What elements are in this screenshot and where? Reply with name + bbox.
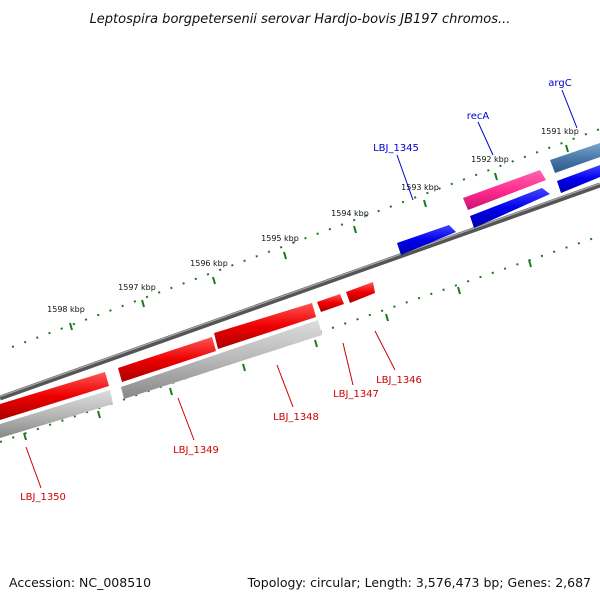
gene-LBJ-1348-top[interactable] bbox=[214, 303, 316, 349]
inner-major-ticks bbox=[23, 259, 532, 441]
outer-major-ticks bbox=[69, 144, 569, 331]
gene-label-LBJ-1348[interactable]: LBJ_1348 bbox=[273, 412, 319, 423]
gene-LBJ-1347[interactable] bbox=[317, 294, 344, 312]
outer-scale-ticks bbox=[11, 128, 600, 348]
gene-forward-cds[interactable] bbox=[557, 165, 600, 193]
scale-label-1598: 1598 kbp bbox=[47, 305, 85, 314]
summary-text: Topology: circular; Length: 3,576,473 bp… bbox=[247, 575, 591, 590]
gene-label-LBJ-1349[interactable]: LBJ_1349 bbox=[173, 445, 219, 456]
gene-label-LBJ-1350[interactable]: LBJ_1350 bbox=[20, 492, 66, 503]
scale-label-1593: 1593 kbp bbox=[401, 183, 439, 192]
callout-lines bbox=[25, 89, 578, 489]
chromosome-backbone bbox=[0, 182, 600, 401]
gene-LBJ-1349-top[interactable] bbox=[118, 337, 216, 382]
scale-label-1595: 1595 kbp bbox=[261, 234, 299, 243]
map-title: Leptospira borgpetersenii serovar Hardjo… bbox=[90, 12, 511, 27]
scale-label-1591: 1591 kbp bbox=[541, 127, 579, 136]
scale-label-1596: 1596 kbp bbox=[190, 259, 228, 268]
reverse-strand-features bbox=[0, 282, 375, 438]
forward-strand-features bbox=[397, 143, 600, 255]
accession-text: Accession: NC_008510 bbox=[9, 575, 151, 590]
scale-label-1597: 1597 kbp bbox=[118, 283, 156, 292]
gene-label-LBJ-1345[interactable]: LBJ_1345 bbox=[373, 143, 419, 154]
gene-forward-cds[interactable] bbox=[470, 188, 550, 228]
gene-label-argC[interactable]: argC bbox=[548, 78, 571, 89]
feature-gray-1[interactable] bbox=[121, 320, 322, 399]
scale-label-1592: 1592 kbp bbox=[471, 155, 509, 164]
gene-LBJ-1350-top[interactable] bbox=[0, 372, 109, 420]
gene-label-LBJ-1347[interactable]: LBJ_1347 bbox=[333, 389, 379, 400]
gene-argC[interactable] bbox=[550, 143, 600, 173]
gene-recA[interactable] bbox=[463, 170, 546, 210]
feature-gray-2[interactable] bbox=[0, 390, 113, 438]
gene-label-recA[interactable]: recA bbox=[467, 111, 490, 122]
gene-LBJ-1345[interactable] bbox=[397, 225, 456, 255]
gene-label-LBJ-1346[interactable]: LBJ_1346 bbox=[376, 375, 422, 386]
scale-label-1594: 1594 kbp bbox=[331, 209, 369, 218]
gene-LBJ-1346[interactable] bbox=[346, 282, 375, 303]
